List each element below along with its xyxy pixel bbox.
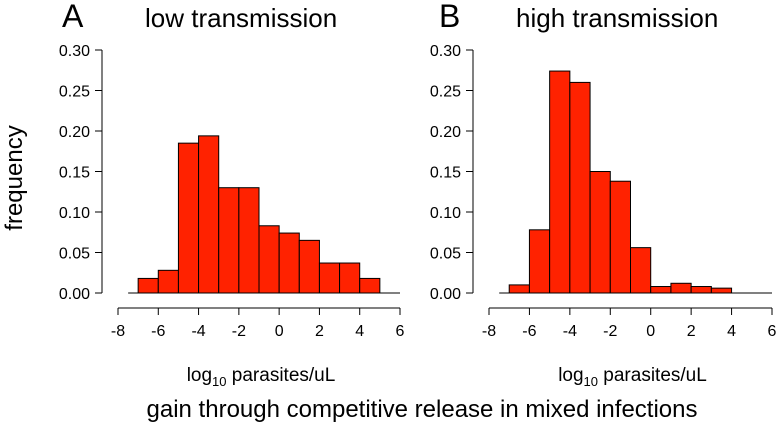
y-axis: 0.00 0.05 0.10 0.15 0.20 0.25 0.30 (430, 43, 474, 303)
y-tick-label: 0.30 (59, 43, 90, 60)
histogram-bar (157, 269, 179, 294)
x-label-rest: parasites/uL (227, 365, 336, 386)
x-axis-label: log10 parasites/uL (187, 365, 336, 389)
histogram-bar (528, 229, 551, 294)
histogram-bar (589, 171, 611, 294)
histogram-bar (298, 239, 320, 294)
panel-title: high transmission (516, 3, 718, 33)
panel-title: low transmission (145, 3, 337, 33)
panel-a: A low transmission 0.000.050.100.150.200… (59, 0, 405, 389)
x-tick-label: 0 (646, 323, 655, 340)
histogram-bar (630, 247, 652, 294)
x-axis: -8 -6 -4 -2 0 2 4 6 (111, 307, 405, 340)
x-tick-label: 4 (727, 323, 736, 340)
y-tick-label: 0.10 (59, 205, 90, 222)
y-tick-label: 0.05 (430, 246, 461, 263)
histogram-bar (609, 180, 631, 294)
x-tick-label: 4 (355, 323, 364, 340)
bars (508, 70, 733, 294)
x-tick-label: -8 (111, 323, 125, 340)
panel-letter: B (439, 0, 460, 34)
y-tick-label: 0.30 (430, 43, 461, 60)
bars (137, 135, 381, 294)
histogram-bar (258, 225, 280, 294)
x-tick-label: -4 (563, 323, 577, 340)
histogram-bar (690, 286, 712, 294)
histogram-bar (569, 81, 591, 294)
y-tick-label: 0.00 (59, 286, 90, 303)
y-tick-label: 0.15 (59, 165, 90, 182)
histogram-bar (177, 142, 200, 294)
histogram-bar (198, 135, 220, 294)
y-tick-label: 0.20 (430, 124, 461, 141)
x-tick-label: -6 (151, 323, 165, 340)
y-axis: 0.00 0.05 0.10 0.15 0.20 0.25 0.30 (59, 43, 103, 303)
x-tick-label: 6 (768, 323, 777, 340)
histogram-bar (549, 70, 571, 294)
x-tick-label: 2 (315, 323, 324, 340)
y-tick-label: 0.05 (59, 246, 90, 263)
y-tick-label: 0.25 (59, 84, 90, 101)
x-label-subscript: 10 (212, 374, 226, 389)
x-tick-label: -4 (191, 323, 205, 340)
histogram-bar (238, 187, 260, 294)
histogram-bar (218, 187, 240, 294)
figure-caption: gain through competitive release in mixe… (147, 396, 698, 423)
x-tick-label: -8 (482, 323, 496, 340)
histogram-bar (710, 287, 733, 294)
histogram-bar (137, 277, 159, 294)
x-tick-label: 2 (687, 323, 696, 340)
x-label-base: log (558, 365, 583, 386)
y-tick-label: 0.20 (59, 124, 90, 141)
y-tick-label: 0.25 (430, 84, 461, 101)
panel-b: B high transmission 0.00 0.05 0.10 0.15 0.20… (430, 0, 777, 389)
x-axis-label: log10 parasites/uL (558, 365, 707, 389)
histogram-bar (650, 286, 672, 294)
y-axis-label: frequency (1, 125, 28, 230)
x-tick-label: -6 (522, 323, 536, 340)
x-label-base: log (187, 365, 212, 386)
histogram-bar (278, 232, 300, 294)
histogram-bar (508, 284, 530, 294)
x-axis: -8 -6 -4 -2 0 2 4 6 (482, 307, 777, 340)
panel-letter: A (62, 0, 84, 34)
x-label-subscript: 10 (584, 374, 598, 389)
x-tick-label: -2 (603, 323, 617, 340)
x-tick-label: -2 (232, 323, 246, 340)
histogram-bar (339, 262, 361, 294)
x-label-rest: parasites/uL (598, 365, 707, 386)
y-tick-label: 0.10 (430, 205, 461, 222)
histogram-bar (670, 282, 692, 294)
x-tick-label: 0 (275, 323, 284, 340)
x-tick-label: 6 (396, 323, 405, 340)
histogram-bar (318, 262, 341, 294)
y-tick-label: 0.15 (430, 165, 461, 182)
histogram-bar (359, 277, 381, 294)
y-tick-label: 0.00 (430, 286, 461, 303)
